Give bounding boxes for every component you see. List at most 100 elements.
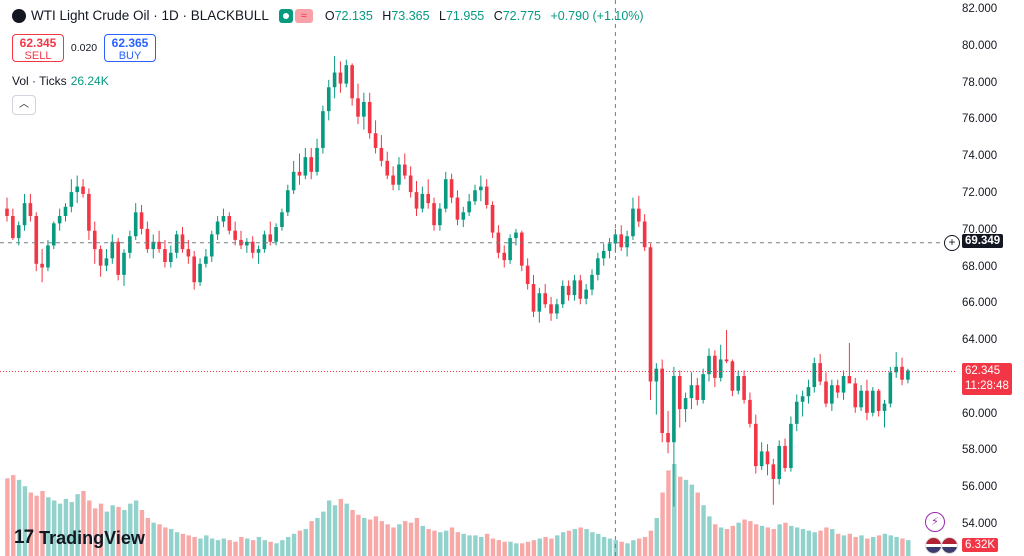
candle-body	[145, 228, 150, 250]
volume-bar	[531, 540, 537, 556]
candle-body	[549, 304, 553, 314]
candle-body	[900, 366, 904, 380]
volume-bar	[601, 536, 607, 556]
price-tick-label: 74.000	[962, 150, 998, 163]
candle-body	[689, 385, 694, 399]
volume-bar	[403, 521, 408, 556]
candle-body	[648, 247, 653, 382]
volume-bar	[385, 524, 390, 556]
buy-label: BUY	[118, 50, 142, 62]
volume-bar	[871, 536, 876, 556]
candle-body	[531, 284, 536, 312]
candle-body	[344, 65, 349, 84]
volume-label: Vol · Ticks	[12, 74, 67, 88]
candle-body	[490, 204, 495, 233]
candle-body	[777, 445, 781, 480]
volume-bar	[256, 536, 262, 556]
candle-body	[11, 216, 15, 239]
candle-body	[315, 147, 319, 172]
volume-bar	[818, 530, 823, 556]
wave-icon[interactable]: ≈	[294, 8, 313, 23]
candle-body	[379, 147, 384, 161]
volume-bar	[274, 543, 279, 556]
volume-bar	[326, 500, 332, 556]
volume-bar	[315, 517, 320, 556]
us-flag-icon[interactable]	[941, 537, 958, 554]
price-tick-label: 80.000	[962, 39, 998, 52]
candle-body	[46, 245, 50, 268]
candle-body	[373, 133, 378, 148]
candle-body	[28, 203, 33, 216]
volume-bar	[139, 510, 145, 556]
volume-bar	[847, 533, 852, 556]
change-value: +0.790 (+1.10%)	[550, 8, 644, 23]
price-tick-label: 60.000	[962, 407, 998, 420]
market-open-icon[interactable]	[278, 8, 293, 23]
volume-bar	[637, 538, 642, 556]
price-lines	[0, 0, 955, 556]
volume-bar	[204, 535, 209, 556]
volume-bar	[5, 478, 10, 556]
volume-bar	[572, 529, 578, 556]
volume-bar	[759, 525, 765, 556]
buy-price: 62.365	[111, 36, 149, 50]
volume-bar	[414, 517, 420, 556]
candle-body	[256, 249, 261, 253]
symbol-title[interactable]: WTI Light Crude Oil · 1D · BLACKBULL	[31, 8, 269, 23]
logo-mark: 17	[14, 527, 34, 548]
volume-bar	[262, 540, 267, 556]
volume-bar	[163, 527, 168, 556]
candle-body	[765, 451, 770, 465]
volume-bar	[824, 527, 829, 556]
tradingview-logo[interactable]: 17 TradingView	[14, 527, 145, 549]
candle-body	[642, 221, 647, 248]
volume-bar	[397, 524, 402, 556]
volume-bar	[771, 529, 776, 556]
candle-body	[473, 190, 477, 202]
candle-body	[209, 234, 214, 257]
last-price-tag: 62.345 11:28:48	[962, 362, 1012, 395]
candle-body	[625, 236, 629, 248]
candle-body	[426, 193, 430, 204]
spread-value: 0.020	[70, 42, 98, 54]
logo-text: TradingView	[39, 527, 145, 548]
volume-bar	[800, 529, 806, 556]
candle-body	[104, 258, 109, 266]
candle-body	[280, 212, 284, 228]
buy-button[interactable]: 62.365 BUY	[104, 34, 156, 62]
symbol-legend: WTI Light Crude Oil · 1D · BLACKBULL ≈ O…	[12, 8, 650, 23]
volume-bar	[332, 505, 338, 556]
volume-bar	[718, 527, 724, 556]
candle-body	[467, 201, 471, 213]
volume-bar	[291, 533, 297, 556]
ohlc-readout: O72.135 H73.365 L71.955 C72.775 +0.790 (…	[325, 9, 650, 23]
candle-body	[871, 390, 875, 413]
volume-bar	[145, 517, 150, 556]
bar-countdown: 11:28:48	[965, 379, 1009, 392]
candle-body	[794, 401, 799, 424]
volume-bar	[672, 464, 677, 556]
candle-body	[882, 403, 887, 411]
candle-body	[584, 289, 588, 299]
add-alert-plus-icon[interactable]: +	[944, 234, 960, 251]
volume-bar	[128, 503, 133, 556]
price-tick-label: 54.000	[962, 518, 998, 530]
candle-body	[350, 65, 354, 99]
volume-bar	[209, 538, 215, 556]
candle-body	[87, 193, 91, 231]
volume-bar	[356, 514, 361, 556]
sell-button[interactable]: 62.345 SELL	[12, 34, 64, 62]
us-flag-icon[interactable]	[925, 537, 942, 554]
candle-body	[818, 363, 822, 382]
volume-bar	[426, 529, 431, 556]
candle-body	[163, 249, 167, 262]
lightning-icon[interactable]: ⚡	[925, 512, 945, 532]
collapse-legend-button[interactable]: ︿	[12, 95, 36, 115]
volume-bar	[432, 530, 437, 556]
volume-bar	[110, 505, 115, 556]
volume-bar	[350, 510, 355, 556]
candle-body	[695, 385, 700, 400]
candle-body	[601, 250, 606, 259]
volume-bar	[578, 527, 583, 556]
